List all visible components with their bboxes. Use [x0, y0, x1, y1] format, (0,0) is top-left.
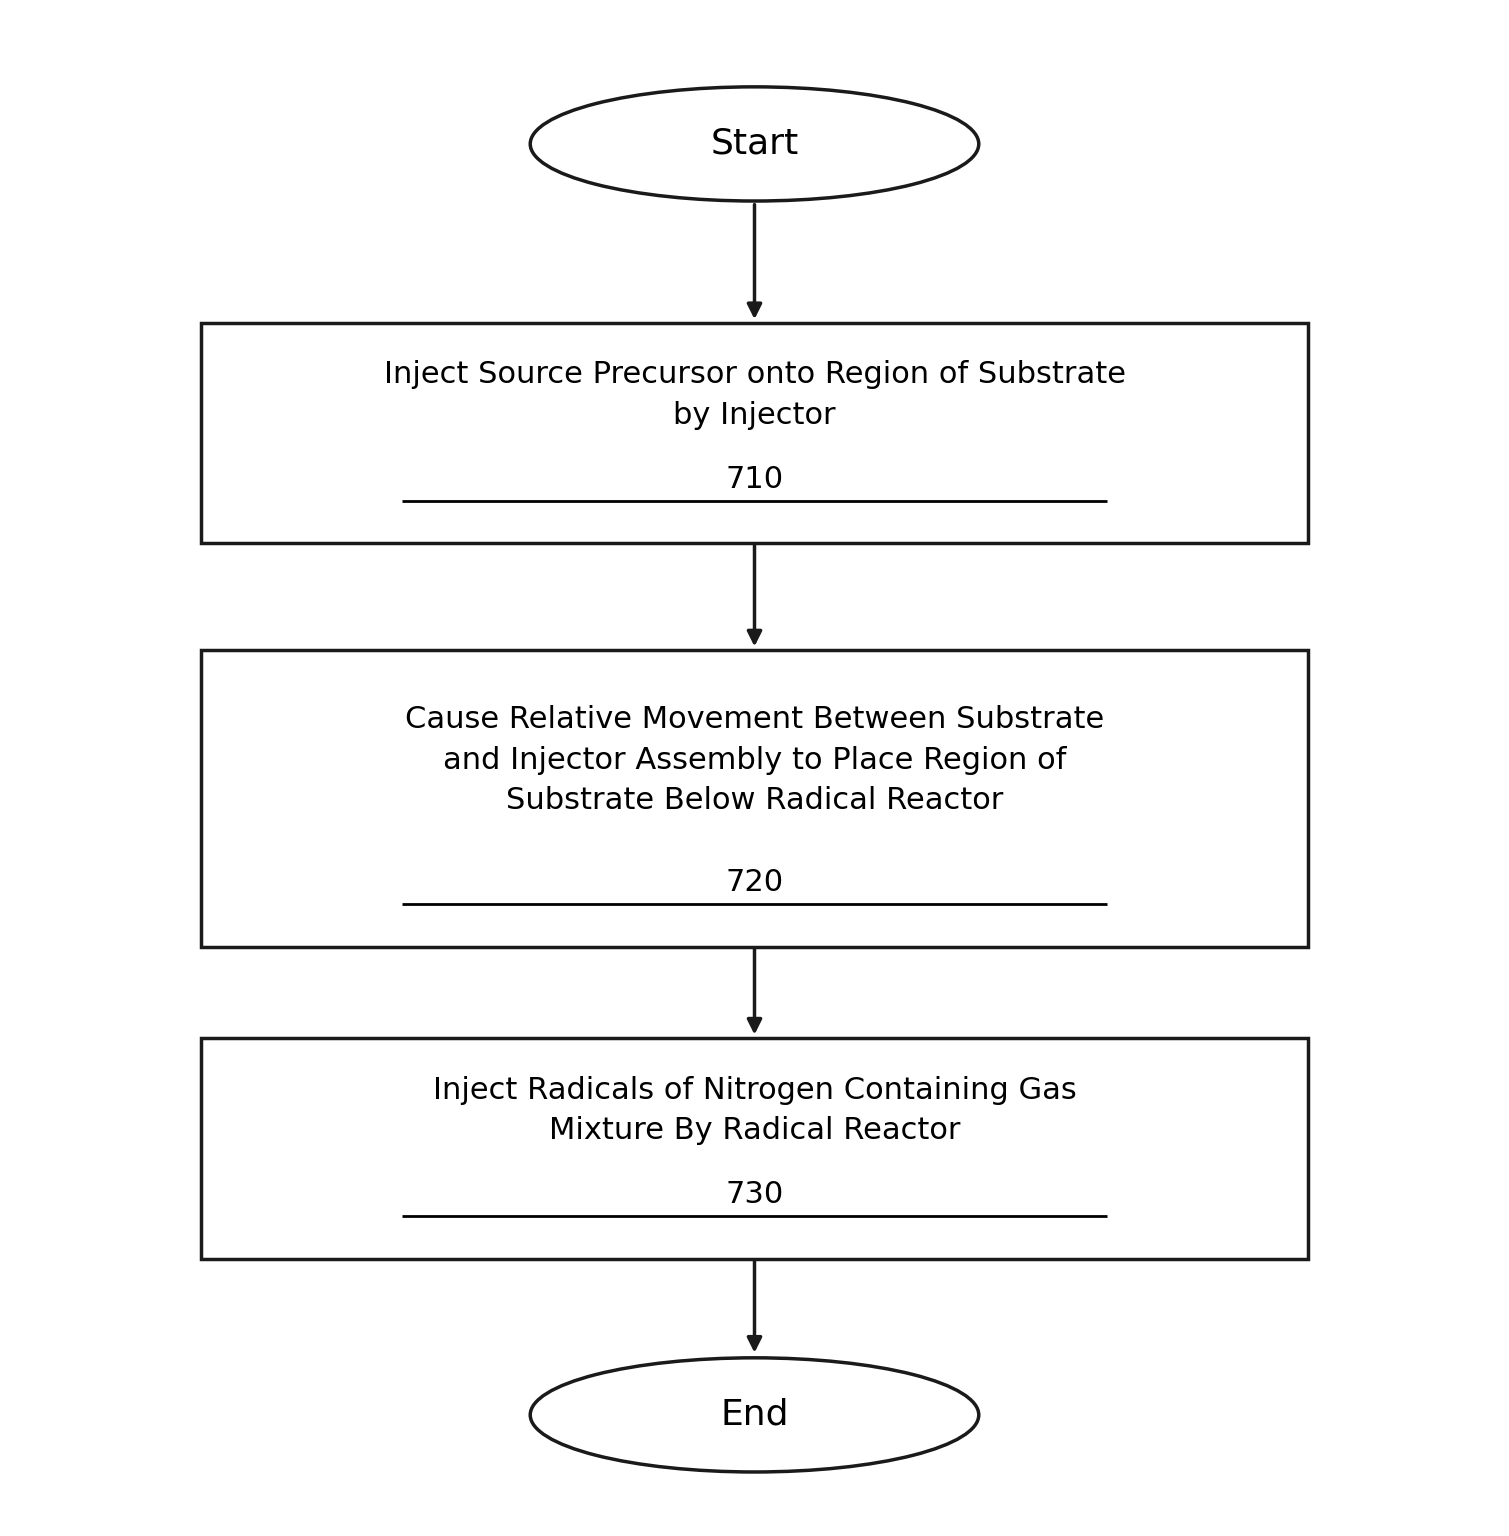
Text: Start: Start	[711, 127, 798, 161]
Text: End: End	[720, 1398, 789, 1432]
Ellipse shape	[530, 1358, 979, 1471]
FancyBboxPatch shape	[201, 650, 1308, 946]
FancyBboxPatch shape	[201, 1038, 1308, 1260]
Text: 720: 720	[726, 868, 783, 897]
Text: 730: 730	[726, 1181, 783, 1209]
FancyBboxPatch shape	[201, 323, 1308, 544]
Ellipse shape	[530, 88, 979, 201]
Text: Inject Source Precursor onto Region of Substrate
by Injector: Inject Source Precursor onto Region of S…	[383, 361, 1126, 430]
Text: 710: 710	[726, 465, 783, 495]
Text: Inject Radicals of Nitrogen Containing Gas
Mixture By Radical Reactor: Inject Radicals of Nitrogen Containing G…	[433, 1075, 1076, 1146]
Text: Cause Relative Movement Between Substrate
and Injector Assembly to Place Region : Cause Relative Movement Between Substrat…	[404, 705, 1105, 816]
